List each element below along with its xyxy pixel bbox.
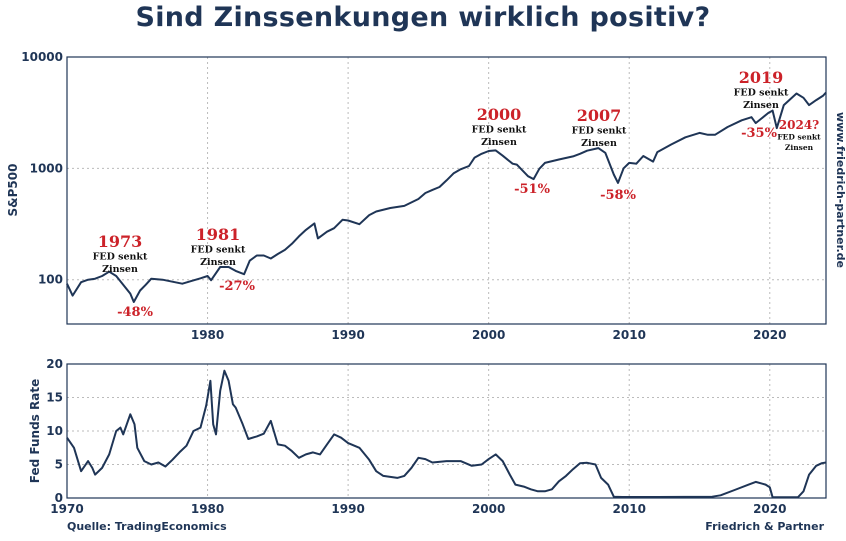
sp500-y-ticks: 100 1000 10000 [21,50,63,287]
fed-rate-x-ticks: 1970 1980 1990 2000 2010 2020 [50,502,786,516]
annotation-note-line1: FED senkt [777,133,821,142]
sp500-line [66,91,827,303]
annotation-note-line2: Zinsen [481,137,517,148]
fed-rate-x-tick-label: 2010 [613,502,646,516]
annotation-note-line1: FED senkt [472,125,527,136]
annotation-drawdown: -27% [219,279,255,294]
annotation-year: 2024? [779,118,819,132]
sp500-x-tick-label: 2020 [753,328,786,342]
annotation-note-line1: FED senkt [572,126,627,137]
annotation-note-line2: Zinsen [785,143,814,152]
sp500-y-tick-label: 1000 [30,161,63,175]
fed-rate-y-axis-label: Fed Funds Rate [28,379,42,483]
sp500-x-ticks: 1980 1990 2000 2010 2020 [191,328,787,342]
annotation-note-line2: Zinsen [581,138,617,149]
fed-rate-y-tick-label: 15 [46,391,63,405]
fed-rate-y-tick-label: 0 [55,491,63,505]
sp500-x-tick-label: 2010 [613,328,646,342]
fed-rate-x-tick-label: 2000 [472,502,505,516]
brand-label: Friedrich & Partner [705,520,824,533]
fed-rate-line [66,369,827,499]
chart-title: Sind Zinssenkungen wirklich positiv? [135,2,711,33]
annotation-note-line2: Zinsen [102,264,138,275]
sp500-x-tick-label: 1990 [331,328,364,342]
source-label: Quelle: TradingEconomics [67,520,227,533]
sp500-y-tick-label: 100 [38,273,63,287]
annotation-note-line1: FED senkt [734,88,789,99]
fed-rate-y-tick-label: 10 [46,424,63,438]
annotation-year: 1981 [196,225,241,244]
sp500-y-axis-label: S&P500 [6,164,20,217]
website-label: www.friedrich-partner.de [834,112,846,268]
sp500-x-tick-label: 2000 [472,328,505,342]
annotation-year: 2019 [739,68,784,87]
annotation-note-line2: Zinsen [743,100,779,111]
fed-rate-x-tick-label: 1990 [331,502,364,516]
annotation-drawdown: -51% [514,182,550,197]
fed-rate-x-tick-label: 1980 [191,502,224,516]
annotation-drawdown: -58% [600,188,636,203]
sp500-y-tick-label: 10000 [21,50,63,64]
fed-rate-y-tick-label: 20 [46,357,63,371]
fed-rate-x-tick-label: 1970 [50,502,83,516]
annotation-drawdown: -48% [117,305,153,320]
fed-rate-x-tick-label: 2020 [753,502,786,516]
annotation-year: 2000 [477,105,522,124]
annotation-note-line2: Zinsen [200,257,236,268]
fed-rate-gridlines [66,363,826,499]
fed-rate-y-ticks: 0 5 10 15 20 [46,357,63,505]
annotation-note-line1: FED senkt [93,252,148,263]
fed-rate-y-tick-label: 5 [55,458,63,472]
sp500-plot-frame [66,56,827,325]
annotation-drawdown: -35% [741,126,777,141]
fed-rate-plot-frame [66,363,827,499]
sp500-x-tick-label: 1980 [191,328,224,342]
annotation-year: 2007 [577,106,622,125]
annotation-note-line1: FED senkt [191,245,246,256]
annotation-year: 1973 [98,232,143,251]
